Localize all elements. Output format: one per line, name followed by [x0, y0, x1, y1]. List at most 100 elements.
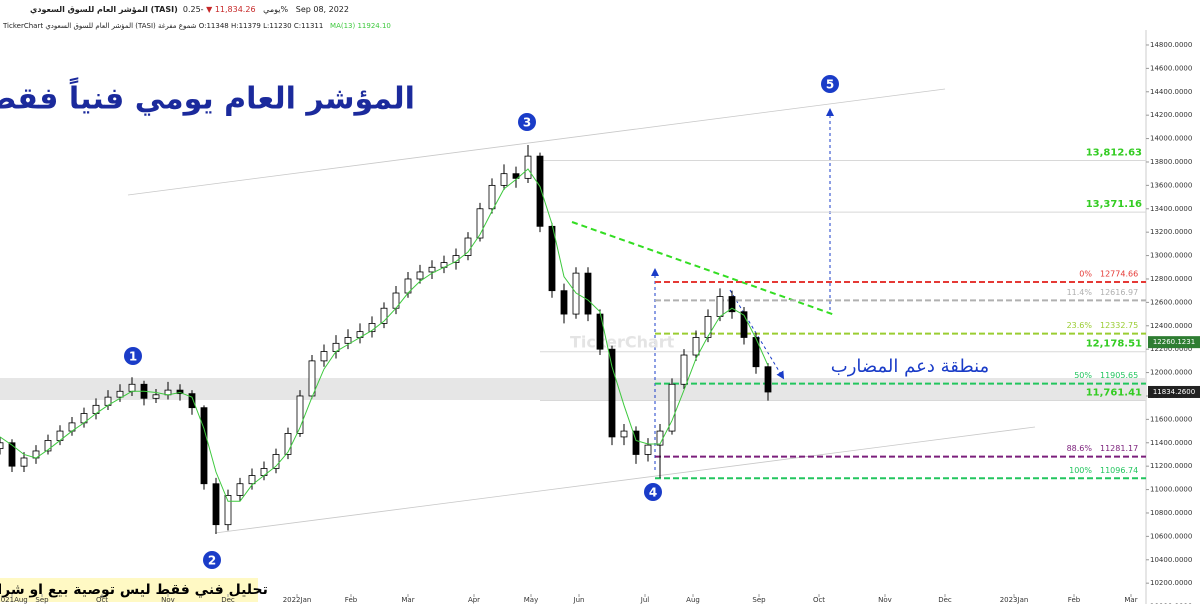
fib-ratio: 0%	[1079, 269, 1092, 278]
y-tick-label: 13800.0000	[1150, 158, 1192, 166]
ma-value: 11924.10	[357, 22, 391, 30]
candle-body	[152, 394, 160, 399]
candle-body	[584, 272, 592, 315]
level-label: 12,178.51	[1086, 339, 1142, 350]
candle-body	[344, 337, 352, 344]
disclaimer: تحليل فني فقط ليس توصية بيع او شراء	[0, 582, 268, 598]
candle-body	[176, 389, 184, 395]
candle-body	[20, 457, 28, 467]
disclaimer-box	[0, 578, 258, 602]
candle-body	[272, 454, 280, 469]
y-tick-label: 14000.0000	[1150, 135, 1192, 143]
watermark: TickerChart	[570, 333, 675, 352]
x-tick-label: Sep	[35, 596, 49, 604]
y-tick-label: 10400.0000	[1150, 556, 1192, 564]
y-tick-label: 13200.0000	[1150, 228, 1192, 236]
candle-body	[128, 383, 136, 392]
candle-body	[0, 442, 4, 450]
period: يومي	[263, 5, 281, 14]
wave-marker	[644, 483, 662, 501]
candle-body	[428, 266, 436, 273]
price-marker	[1148, 336, 1200, 349]
fib-ratio: 88.6%	[1067, 444, 1093, 453]
y-tick-label: 10600.0000	[1150, 532, 1192, 540]
candle-body	[752, 337, 760, 368]
axis-bg	[1146, 0, 1200, 604]
fib-ratio: 50%	[1074, 371, 1092, 380]
candle-body	[740, 311, 748, 338]
y-tick-label: 12400.0000	[1150, 322, 1192, 330]
wave-label: 3	[523, 116, 531, 130]
y-tick-label: 13400.0000	[1150, 205, 1192, 213]
fib-value: 12774.66	[1100, 269, 1138, 278]
series-info: TickerChart المؤشر العام للسوق السعودي (…	[3, 22, 197, 30]
change: -0.25%	[182, 5, 289, 14]
y-tick-label: 10800.0000	[1150, 509, 1192, 517]
x-tick-label: Jun	[573, 596, 585, 604]
annotation-title: المؤشر العام يومي فنياً فقط	[0, 77, 415, 117]
x-tick-label: Apr	[468, 596, 480, 604]
candle-body	[8, 442, 16, 467]
wave-marker	[821, 75, 839, 93]
y-tick-label: 11600.0000	[1150, 415, 1192, 423]
candle-body	[116, 390, 124, 398]
candle-body	[536, 155, 544, 227]
x-tick-label: Nov	[161, 596, 175, 604]
candle-body	[320, 351, 328, 362]
y-tick-label: 14200.0000	[1150, 111, 1192, 119]
wave-marker	[124, 347, 142, 365]
candle-body	[200, 407, 208, 485]
y-tick-label: 14400.0000	[1150, 88, 1192, 96]
candle-body	[728, 296, 736, 313]
x-tick-label: Sep	[752, 596, 766, 604]
candle-body	[608, 348, 616, 438]
candle-body	[380, 307, 388, 324]
candle-body	[236, 483, 244, 496]
y-tick-label: 12600.0000	[1150, 298, 1192, 306]
candle-body	[416, 271, 424, 280]
wave-marker	[203, 551, 221, 569]
candle-body	[500, 173, 508, 186]
candle-body	[560, 290, 568, 315]
candle-body	[548, 225, 556, 292]
fib-value: 11096.74	[1100, 466, 1138, 475]
x-tick-label: Dec	[938, 596, 952, 604]
candle-body	[188, 393, 196, 409]
candle-body	[620, 430, 628, 438]
ohlc: O:11348 H:11379 L:11230 C:11311	[198, 22, 324, 30]
price-marker-label: 11834.2600	[1153, 388, 1195, 396]
y-tick-label: 13000.0000	[1150, 252, 1192, 260]
x-tick-label: Oct	[813, 596, 825, 604]
x-tick-label: Aug	[686, 596, 700, 604]
x-tick-label: Dec	[221, 596, 235, 604]
candle-body	[44, 440, 52, 452]
x-tick-label: Jul	[640, 596, 650, 604]
zone-label: منطقة دعم المضارب	[831, 356, 989, 377]
x-tick-label: Mar	[401, 596, 414, 604]
candle-body	[248, 475, 256, 485]
ma-label: MA(13)	[330, 22, 356, 30]
candle-body	[680, 354, 688, 385]
price-marker	[1148, 385, 1200, 398]
header: المؤشر العام للسوق السعودي (TASI) يومي 1…	[30, 5, 349, 14]
y-tick-label: 11000.0000	[1150, 486, 1192, 494]
level-label: 13,812.63	[1086, 147, 1142, 158]
candle-body	[572, 272, 580, 315]
fib-value: 12616.97	[1100, 288, 1138, 297]
channel-upper	[127, 88, 946, 196]
level-label: 13,371.16	[1086, 199, 1142, 210]
candle-body	[692, 337, 700, 356]
candle-body	[476, 208, 484, 239]
y-tick-label: 10200.0000	[1150, 579, 1192, 587]
y-tick-label: 10000.0000	[1150, 603, 1192, 604]
ma-line	[0, 168, 769, 502]
candle-body	[644, 444, 652, 455]
x-tick-label: Mar	[1124, 596, 1137, 604]
fib-value: 11905.65	[1100, 371, 1138, 380]
wave-label: 4	[649, 486, 657, 500]
x-tick-label: Feb	[345, 596, 358, 604]
y-tick-label: 11200.0000	[1150, 462, 1192, 470]
channel-lower	[214, 426, 1036, 534]
